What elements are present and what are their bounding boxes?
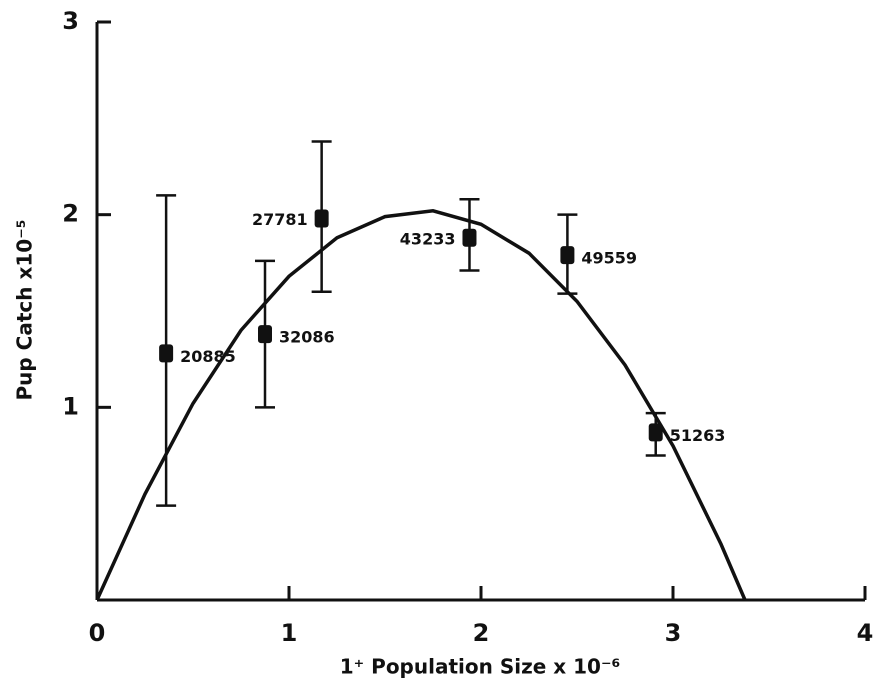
x-tick-label: 1	[281, 619, 298, 647]
point-label: 51263	[670, 426, 726, 445]
x-axis-label: 1⁺ Population Size x 10⁻⁶	[340, 655, 621, 679]
point	[258, 325, 272, 344]
y-tick-label: 2	[62, 200, 79, 228]
point	[462, 228, 477, 247]
point-label: 20885	[180, 347, 236, 366]
fitted-curve	[95, 209, 747, 601]
x-tick-label: 4	[857, 619, 874, 647]
point-label: 32086	[279, 328, 335, 347]
y-tick-label: 3	[62, 7, 79, 35]
point-label: 27781	[252, 210, 308, 229]
point-label: 43233	[400, 229, 456, 248]
x-tick-label: 0	[89, 619, 106, 647]
point	[314, 209, 329, 228]
y-axis-label: Pup Catch x10⁻⁵	[13, 219, 37, 400]
y-tick-label: 1	[62, 392, 79, 420]
point	[560, 246, 575, 265]
point	[159, 344, 174, 363]
x-tick-label: 3	[665, 619, 682, 647]
x-tick-label: 2	[473, 619, 490, 647]
point	[648, 423, 663, 442]
point-label: 49559	[581, 249, 637, 268]
